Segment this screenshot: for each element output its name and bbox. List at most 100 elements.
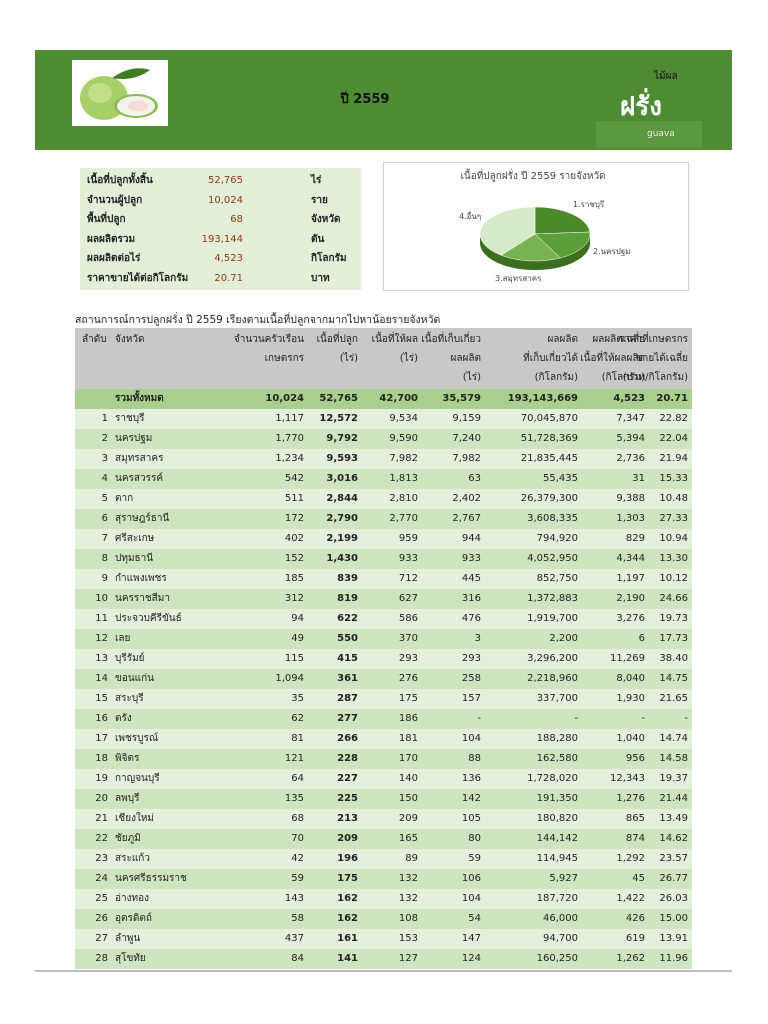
cell-value: 2,767 [452, 513, 481, 524]
row-bg [75, 529, 692, 549]
cell-value: 293 [461, 653, 481, 664]
cell-value: 10.12 [659, 573, 688, 584]
cell-value: 4,052,950 [527, 553, 578, 564]
province: สระแก้ว [115, 853, 150, 864]
cell-value: 1,117 [275, 413, 304, 424]
cell-value: 22.82 [659, 413, 688, 424]
province: อุตรดิตถ์ [115, 913, 152, 924]
cell-value: 132 [398, 893, 418, 904]
rank: 22 [95, 833, 108, 844]
summary-unit: จังหวัด [311, 214, 341, 226]
cell-value: 162,580 [536, 753, 578, 764]
cell-value: 1,770 [275, 433, 304, 444]
column-header: เนื้อที่เก็บเกี่ยว [421, 334, 481, 345]
cell-value: 140 [398, 773, 418, 784]
cell-value: 70 [291, 833, 304, 844]
cell-value: 13.91 [659, 933, 688, 944]
cell-value: 23.57 [659, 853, 688, 864]
cell-value: 14.58 [659, 753, 688, 764]
cell-value: 9,590 [389, 433, 418, 444]
row-bg [75, 829, 692, 849]
cell-value: 2,790 [326, 513, 358, 524]
row-bg [75, 669, 692, 689]
row-bg [75, 409, 692, 429]
province: เลย [115, 633, 131, 644]
summary-value: 10,024 [208, 194, 243, 206]
cell-value: 9,388 [616, 493, 645, 504]
cell-value: 1,276 [616, 793, 645, 804]
cell-value: 437 [284, 933, 304, 944]
cell-value: 10.48 [659, 493, 688, 504]
cell-value: 258 [461, 673, 481, 684]
rank: 16 [95, 713, 108, 724]
rank: 4 [101, 473, 108, 484]
cell-value: 370 [398, 633, 418, 644]
cell-value: 108 [398, 913, 418, 924]
cell-value: 1,728,020 [527, 773, 578, 784]
total-label: รวมทั้งหมด [115, 393, 164, 404]
province: สมุทรสาคร [115, 453, 164, 464]
cell-value: 31 [632, 473, 645, 484]
column-header: ลำดับ [82, 334, 107, 345]
row-bg [75, 569, 692, 589]
cell-value: 266 [337, 733, 358, 744]
cell-value: 104 [461, 733, 481, 744]
cell-value: 2,810 [389, 493, 418, 504]
cell-value: 62 [291, 713, 304, 724]
cell-value: 1,234 [275, 453, 304, 464]
cell-value: 829 [625, 533, 645, 544]
province: เพชรบูรณ์ [115, 733, 159, 744]
summary-label: ผลผลิตรวม [87, 233, 136, 245]
cell-value: 1,292 [616, 853, 645, 864]
cell-value: 51,728,369 [520, 433, 578, 444]
cell-value: 68 [291, 813, 304, 824]
row-bg [75, 589, 692, 609]
rank: 5 [101, 493, 108, 504]
province: สุราษฎร์ธานี [115, 513, 170, 524]
cell-value: 13.49 [659, 813, 688, 824]
rank: 28 [95, 953, 108, 964]
cell-value: 17.73 [659, 633, 688, 644]
cell-value: 144,142 [536, 833, 578, 844]
bottom-rule [35, 970, 732, 972]
cell-value: 181 [398, 733, 418, 744]
cell-value: 9,792 [326, 433, 358, 444]
province: นครศรีธรรมราช [115, 873, 187, 884]
cell-value: 161 [337, 933, 358, 944]
cell-value: 64 [291, 773, 304, 784]
rank: 1 [101, 413, 108, 424]
cell-value: 7,240 [452, 433, 481, 444]
cell-value: 11.96 [659, 953, 688, 964]
cell-value: 152 [284, 553, 304, 564]
cell-value: 1,813 [389, 473, 418, 484]
total-cell: 4,523 [613, 393, 645, 404]
cell-value: 622 [337, 613, 358, 624]
cell-value: 2,190 [616, 593, 645, 604]
cell-value: 21.65 [659, 693, 688, 704]
cell-value: 794,920 [536, 533, 578, 544]
category: ไม้ผล [654, 71, 678, 82]
cell-value: 46,000 [543, 913, 578, 924]
column-header: ราคาที่เกษตรกร [618, 334, 688, 345]
rank: 21 [95, 813, 108, 824]
cell-value: 542 [284, 473, 304, 484]
province: นครปฐม [115, 433, 153, 444]
cell-value: 361 [337, 673, 358, 684]
pie-slice [534, 231, 591, 259]
cell-value: 2,844 [326, 493, 358, 504]
rank: 20 [95, 793, 108, 804]
province: นครราชสีมา [115, 593, 170, 604]
cell-value: 228 [337, 753, 358, 764]
row-bg [75, 749, 692, 769]
rank: 11 [95, 613, 108, 624]
cell-value: 874 [625, 833, 645, 844]
province: ศรีสะเกษ [115, 533, 155, 544]
cell-value: 3,276 [616, 613, 645, 624]
cell-value: 42 [291, 853, 304, 864]
cell-value: 712 [398, 573, 418, 584]
pie-chart: เนื้อที่ปลูกฝรั่ง ปี 2559 รายจังหวัด 1.ร… [459, 168, 631, 283]
cell-value: 933 [398, 553, 418, 564]
rank: 15 [95, 693, 108, 704]
cell-value: 9,534 [389, 413, 418, 424]
cell-value: 89 [405, 853, 418, 864]
